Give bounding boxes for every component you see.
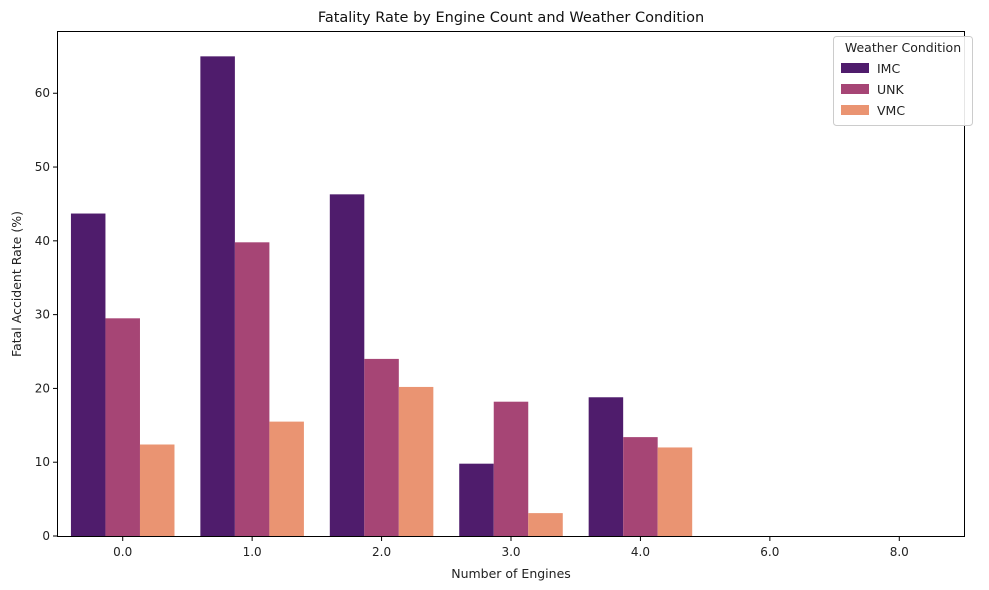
x-tick-label: 3.0 <box>501 545 520 559</box>
legend-swatch-unk <box>841 84 869 94</box>
chart-title: Fatality Rate by Engine Count and Weathe… <box>318 10 704 26</box>
y-tick-label: 60 <box>35 86 50 100</box>
x-tick-label: 4.0 <box>631 545 650 559</box>
y-tick-label: 30 <box>35 308 50 322</box>
y-tick-label: 0 <box>42 529 50 543</box>
bars-group <box>70 56 693 536</box>
x-tick-label: 6.0 <box>760 545 779 559</box>
bar-imc-3 <box>459 463 494 536</box>
bar-unk-0 <box>105 318 140 536</box>
bar-unk-3 <box>493 401 529 536</box>
y-axis-title: Fatal Accident Rate (%) <box>9 211 24 357</box>
bar-vmc-4 <box>657 447 693 536</box>
bar-unk-4 <box>623 437 658 536</box>
legend-label-unk: UNK <box>877 82 904 97</box>
legend: Weather Condition IMC UNK VMC <box>833 36 973 126</box>
x-tick-label: 1.0 <box>243 545 262 559</box>
legend-swatch-vmc <box>841 105 869 115</box>
legend-label-vmc: VMC <box>877 103 905 118</box>
bar-unk-2 <box>364 358 399 536</box>
legend-box <box>833 36 973 126</box>
bar-vmc-2 <box>398 386 434 536</box>
x-tick-label: 8.0 <box>890 545 909 559</box>
x-axis-title: Number of Engines <box>451 566 571 581</box>
y-tick-label: 10 <box>35 455 50 469</box>
legend-title: Weather Condition <box>845 40 961 55</box>
y-axis: 0 10 20 30 40 50 60 <box>35 86 58 543</box>
bar-imc-1 <box>200 56 235 536</box>
bar-vmc-1 <box>269 421 304 536</box>
x-tick-label: 2.0 <box>372 545 391 559</box>
x-tick-label: 0.0 <box>113 545 132 559</box>
x-axis: 0.0 1.0 2.0 3.0 4.0 6.0 8.0 <box>113 536 909 559</box>
legend-label-imc: IMC <box>877 61 900 76</box>
y-tick-label: 40 <box>35 234 50 248</box>
bar-imc-2 <box>329 194 365 536</box>
legend-swatch-imc <box>841 63 869 73</box>
y-tick-label: 20 <box>35 381 50 395</box>
bar-vmc-3 <box>528 513 563 536</box>
bar-vmc-0 <box>139 444 175 536</box>
bar-unk-1 <box>234 242 270 536</box>
bar-imc-0 <box>70 213 106 536</box>
bar-imc-4 <box>588 397 624 536</box>
y-tick-label: 50 <box>35 160 50 174</box>
